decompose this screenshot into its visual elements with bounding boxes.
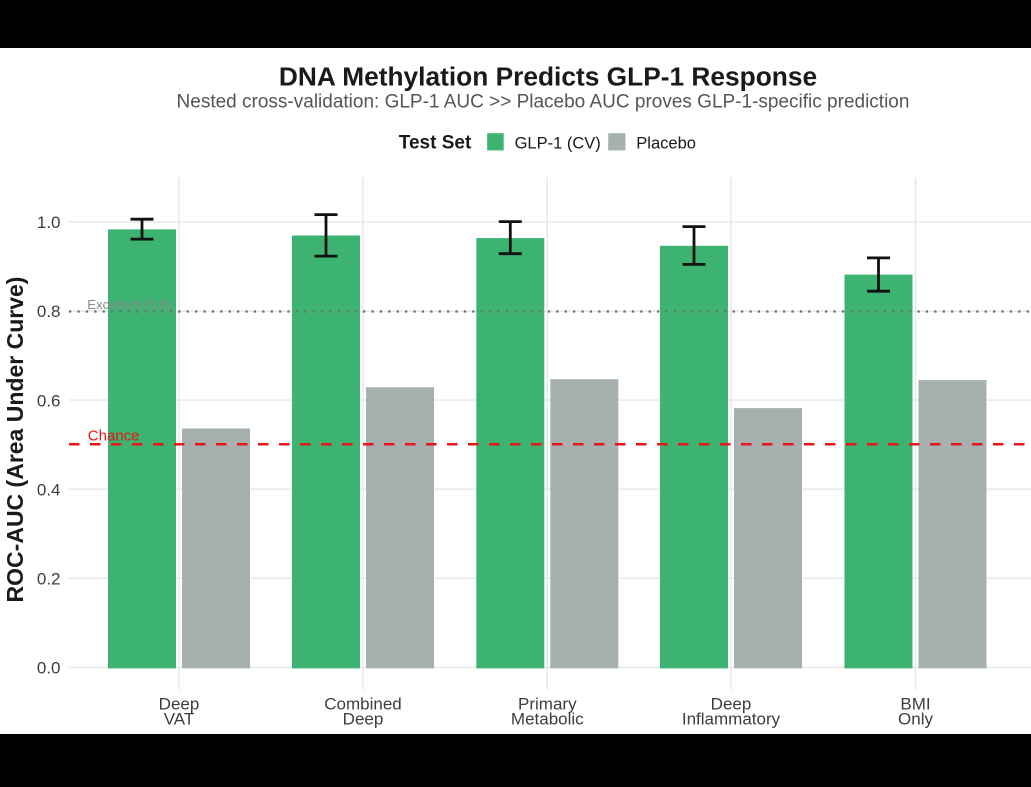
- svg-text:Deep: Deep: [159, 695, 200, 714]
- svg-text:Primary: Primary: [518, 695, 577, 714]
- svg-text:Deep: Deep: [343, 710, 384, 729]
- svg-text:0.4: 0.4: [37, 480, 61, 499]
- svg-text:Metabolic: Metabolic: [511, 710, 584, 729]
- svg-text:0.8: 0.8: [37, 302, 61, 321]
- svg-text:Combined: Combined: [324, 695, 402, 714]
- svg-text:ROC-AUC (Area Under Curve): ROC-AUC (Area Under Curve): [2, 277, 28, 603]
- svg-text:Inflammatory: Inflammatory: [682, 710, 781, 729]
- svg-text:1.0: 1.0: [37, 213, 61, 232]
- svg-text:Only: Only: [898, 710, 933, 729]
- svg-text:0.6: 0.6: [37, 391, 61, 410]
- svg-text:VAT: VAT: [164, 710, 195, 729]
- svg-text:Test Set: Test Set: [399, 133, 472, 154]
- svg-text:BMI: BMI: [900, 695, 930, 714]
- svg-text:GLP-1 (CV): GLP-1 (CV): [515, 135, 601, 153]
- svg-text:Chance: Chance: [88, 427, 140, 444]
- svg-text:Excellent (0.8): Excellent (0.8): [87, 297, 171, 312]
- svg-text:Nested cross-validation: GLP-1: Nested cross-validation: GLP-1 AUC >> Pl…: [177, 92, 910, 113]
- svg-text:Deep: Deep: [711, 695, 752, 714]
- svg-text:DNA Methylation Predicts GLP-1: DNA Methylation Predicts GLP-1 Response: [279, 62, 817, 92]
- svg-text:0.0: 0.0: [37, 659, 61, 678]
- svg-text:0.2: 0.2: [37, 570, 61, 589]
- svg-text:Placebo: Placebo: [636, 135, 696, 153]
